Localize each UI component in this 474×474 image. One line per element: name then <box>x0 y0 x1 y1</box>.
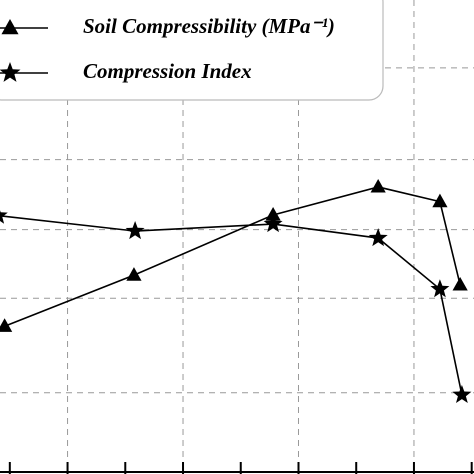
data-point <box>265 206 281 221</box>
data-point <box>430 279 450 298</box>
data-point <box>452 276 468 291</box>
data-point <box>126 267 142 281</box>
data-point <box>452 384 472 403</box>
legend-marker <box>1 19 19 35</box>
data-point <box>432 193 448 208</box>
legend-label: Compression Index <box>83 59 252 83</box>
legend-box <box>0 0 384 101</box>
data-point <box>370 178 386 193</box>
series-line <box>0 215 463 396</box>
data-point <box>0 318 13 332</box>
data-point <box>125 221 145 240</box>
legend-label: Soil Compressibility (MPa⁻¹) <box>83 14 335 38</box>
legend-marker <box>0 62 21 82</box>
data-point <box>368 228 388 247</box>
legend: Soil Compressibility (MPa⁻¹) Compression … <box>0 14 335 83</box>
series-line <box>4 186 461 328</box>
data-point <box>0 210 8 224</box>
data-point <box>263 214 283 233</box>
